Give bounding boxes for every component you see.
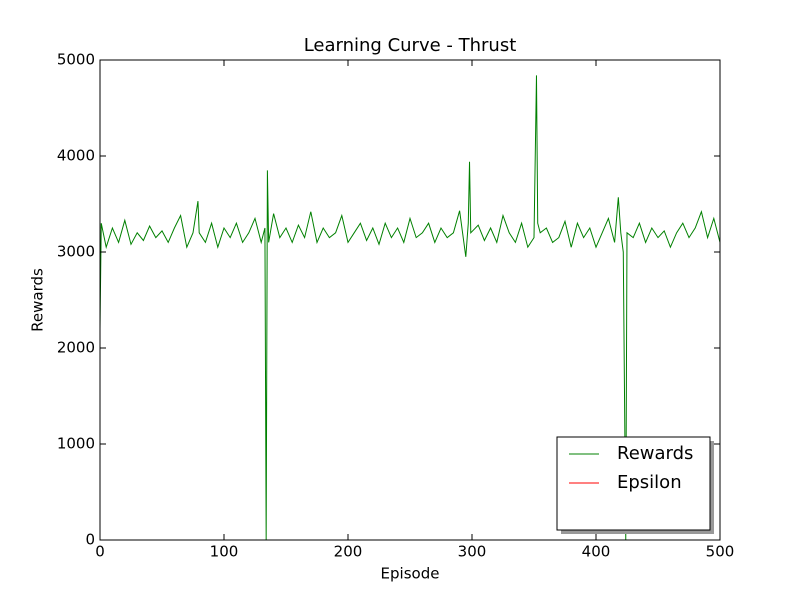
y-tick-label: 1000 (57, 435, 95, 453)
x-axis-label: Episode (381, 565, 440, 583)
x-tick-label: 400 (582, 543, 611, 561)
y-tick-label: 0 (85, 531, 95, 549)
y-axis-label: Rewards (29, 268, 47, 332)
legend: Rewards Epsilon (556, 436, 714, 534)
y-tick-label: 5000 (57, 51, 95, 69)
plot-frame (99, 59, 721, 541)
x-tick-label: 100 (210, 543, 239, 561)
y-tick-label: 2000 (57, 339, 95, 357)
data-line (99, 75, 721, 541)
legend-label: Rewards (617, 443, 693, 464)
x-tick-label: 0 (95, 543, 105, 561)
y-tick-label: 4000 (57, 147, 95, 165)
x-tick-label: 200 (334, 543, 363, 561)
legend-label: Epsilon (617, 472, 682, 493)
chart-title: Learning Curve - Thrust (304, 35, 517, 56)
x-tick-label: 500 (706, 543, 735, 561)
x-tick-label: 300 (458, 543, 487, 561)
y-tick-label: 3000 (57, 243, 95, 261)
